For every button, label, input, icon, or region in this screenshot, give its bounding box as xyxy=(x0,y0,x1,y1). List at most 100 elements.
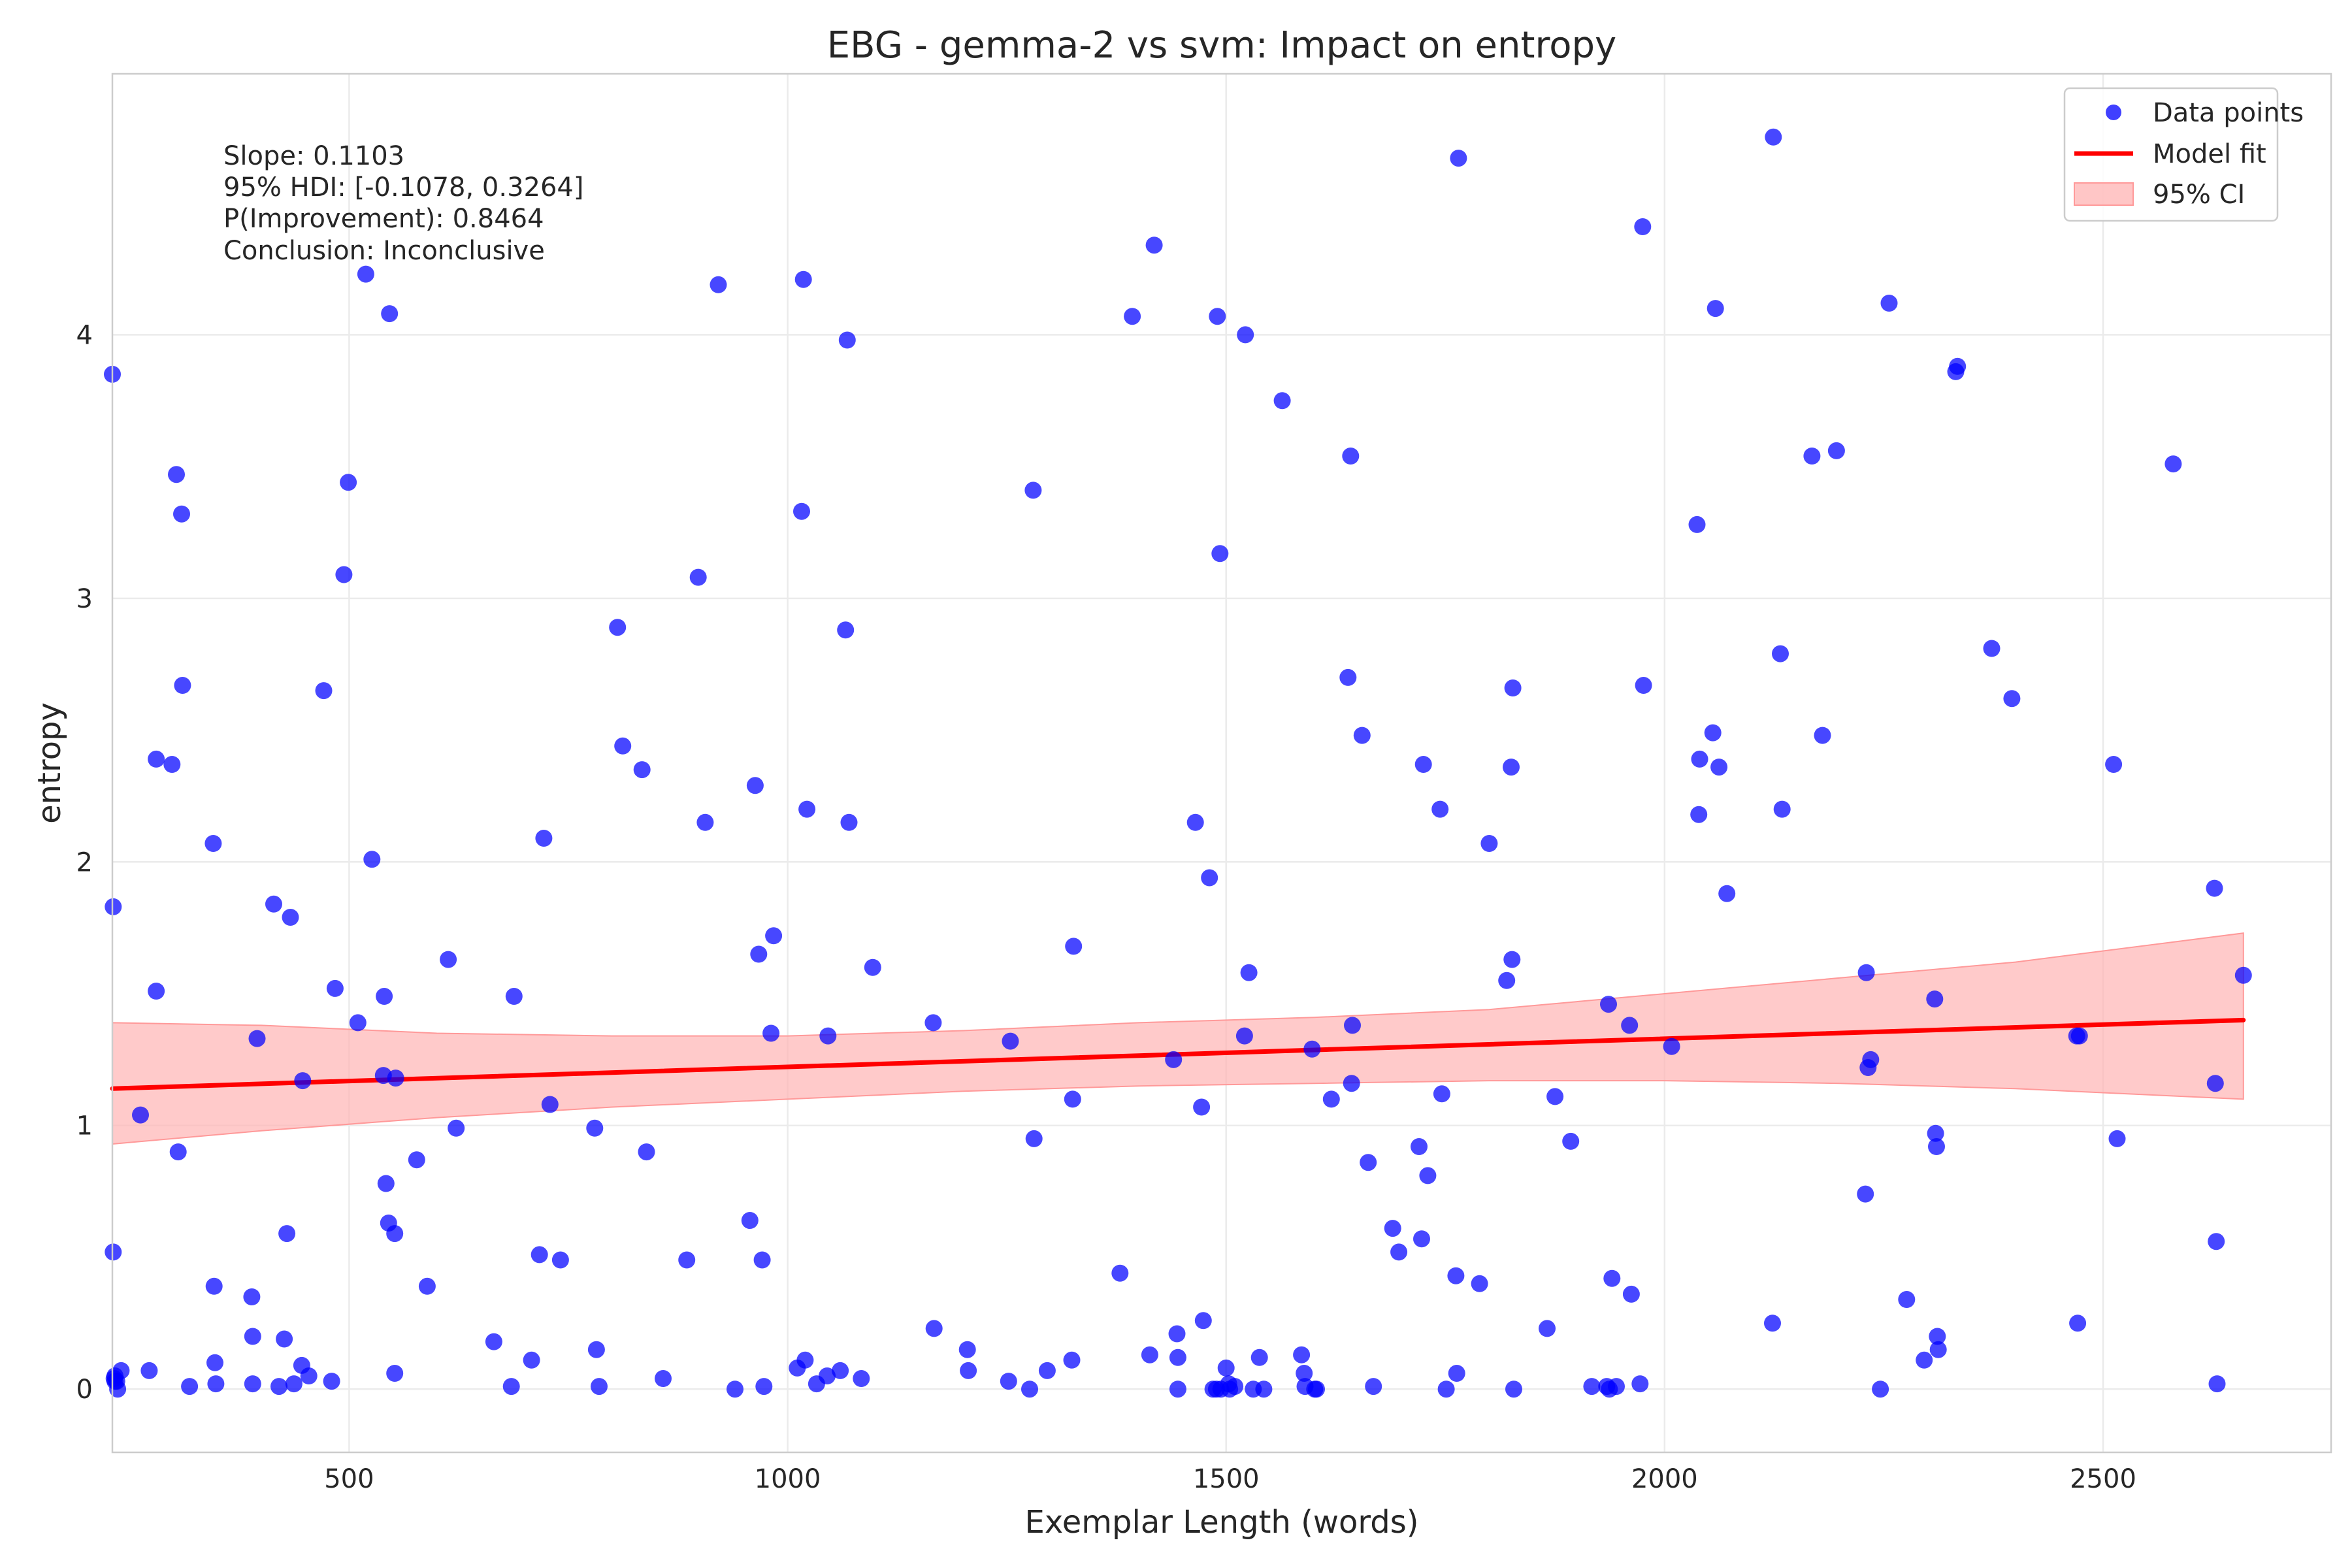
data-point xyxy=(1872,1380,1889,1398)
data-point xyxy=(1064,1090,1081,1108)
data-point xyxy=(1024,482,1042,499)
data-point xyxy=(2108,1130,2126,1147)
data-point xyxy=(285,1375,302,1393)
x-tick-label: 2000 xyxy=(1631,1464,1698,1494)
data-point xyxy=(1546,1088,1564,1105)
data-point xyxy=(1273,392,1291,410)
data-point xyxy=(1169,1348,1186,1366)
data-point xyxy=(1437,1380,1455,1398)
data-point xyxy=(1772,645,1789,662)
data-point xyxy=(1928,1138,1945,1155)
data-point xyxy=(294,1072,312,1090)
data-point xyxy=(924,1014,942,1032)
data-point xyxy=(1390,1243,1408,1261)
data-point xyxy=(541,1096,559,1113)
data-point xyxy=(638,1143,655,1161)
data-point xyxy=(1450,150,1467,167)
data-point xyxy=(1916,1351,1933,1369)
data-point xyxy=(2164,455,2182,473)
data-point xyxy=(148,983,165,1000)
data-point xyxy=(1250,1348,1268,1366)
data-point xyxy=(1433,1085,1450,1103)
data-point xyxy=(1308,1380,1325,1398)
data-point xyxy=(586,1119,604,1137)
data-point xyxy=(1503,951,1521,968)
data-point xyxy=(207,1375,225,1393)
data-point xyxy=(1447,1267,1465,1284)
data-point xyxy=(1255,1380,1273,1398)
data-point xyxy=(181,1378,199,1396)
x-axis-title: Exemplar Length (words) xyxy=(1024,1504,1418,1541)
data-point xyxy=(244,1375,261,1393)
data-point xyxy=(387,1070,404,1087)
data-point xyxy=(1343,1075,1360,1092)
confidence-band-layer xyxy=(112,932,2244,1145)
data-point xyxy=(1949,357,1967,375)
data-point xyxy=(1603,1269,1621,1287)
legend-points-marker xyxy=(2106,105,2121,120)
data-point xyxy=(1691,750,1708,768)
plot-area-frame xyxy=(111,73,2332,1454)
stats-slope: Slope: 0.1103 xyxy=(223,141,404,171)
data-point xyxy=(335,566,353,583)
data-point xyxy=(168,466,185,483)
data-point xyxy=(1707,300,1724,318)
data-point xyxy=(2069,1315,2087,1332)
data-point xyxy=(315,682,333,700)
data-point xyxy=(753,1251,771,1269)
data-point xyxy=(762,1024,780,1042)
data-point xyxy=(326,979,344,997)
data-point xyxy=(1145,237,1163,254)
stats-annotation: Slope: 0.1103 95% HDI: [-0.1078, 0.3264]… xyxy=(223,141,583,266)
data-point xyxy=(505,988,523,1005)
data-point xyxy=(2206,879,2223,897)
data-point xyxy=(1710,759,1728,776)
data-point xyxy=(1237,326,1254,344)
data-point xyxy=(2234,966,2252,984)
data-point xyxy=(1038,1362,1056,1379)
data-point xyxy=(1803,448,1821,465)
data-point xyxy=(1169,1380,1186,1398)
confidence-band xyxy=(112,932,2244,1145)
data-point xyxy=(381,305,399,323)
data-point xyxy=(1339,668,1357,686)
data-point xyxy=(1929,1341,1947,1358)
data-point xyxy=(765,927,783,945)
stats-probability: P(Improvement): 0.8464 xyxy=(223,204,544,234)
data-point xyxy=(1857,1185,1874,1203)
data-point xyxy=(1622,1285,1640,1303)
data-point xyxy=(1322,1090,1340,1108)
data-point xyxy=(1165,1051,1183,1068)
data-point xyxy=(655,1370,672,1387)
data-point xyxy=(960,1362,977,1379)
data-point xyxy=(206,1354,223,1371)
data-point xyxy=(609,619,627,636)
data-point xyxy=(174,677,191,694)
data-point xyxy=(746,777,764,794)
data-point xyxy=(523,1351,540,1369)
data-point xyxy=(1065,938,1083,955)
data-point xyxy=(1562,1132,1580,1150)
data-point xyxy=(832,1362,849,1379)
y-axis-title: entropy xyxy=(31,702,68,824)
stats-hdi: 95% HDI: [-0.1078, 0.3264] xyxy=(223,172,583,203)
data-point xyxy=(796,1351,814,1369)
data-point xyxy=(278,1225,296,1243)
data-point xyxy=(1929,1328,1946,1345)
data-point xyxy=(1201,869,1218,887)
data-point xyxy=(1539,1320,1556,1337)
data-point xyxy=(1365,1378,1382,1396)
data-point xyxy=(727,1380,743,1398)
data-point xyxy=(2208,1233,2225,1250)
data-point xyxy=(1419,1167,1437,1184)
data-point xyxy=(1240,964,1258,981)
data-point xyxy=(633,761,651,779)
data-point xyxy=(1414,756,1432,773)
data-point xyxy=(614,737,632,755)
data-point xyxy=(205,1277,223,1295)
data-point xyxy=(448,1119,465,1137)
data-point xyxy=(270,1378,287,1396)
data-point xyxy=(485,1333,502,1350)
data-point xyxy=(1235,1027,1253,1045)
